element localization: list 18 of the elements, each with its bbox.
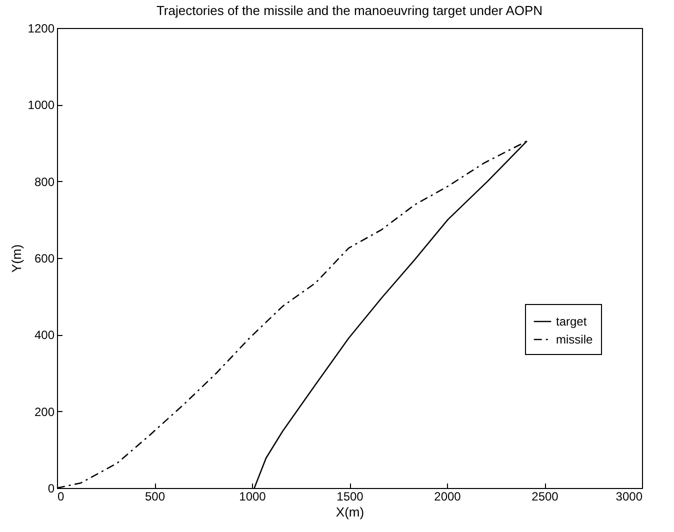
y-tick-label: 200 — [34, 404, 55, 419]
y-tick-label: 1000 — [28, 98, 55, 112]
y-tick-label: 1200 — [28, 22, 55, 36]
x-tick-label: 500 — [144, 490, 166, 504]
x-tick-label: 1500 — [336, 490, 364, 504]
x-tick-label: 1000 — [239, 490, 266, 504]
x-tick-label: 2500 — [532, 490, 559, 504]
y-tick-label: 800 — [34, 174, 55, 189]
x-tick-label: 0 — [58, 490, 64, 504]
chart-title: Trajectories of the missile and the manoeuvring target under AOPN — [156, 3, 543, 18]
legend-label: target — [556, 314, 588, 328]
y-tick-label: 400 — [34, 328, 55, 342]
y-tick-label: 600 — [34, 252, 55, 266]
x-tick-label: 2000 — [434, 490, 462, 504]
x-axis-title: X(m) — [336, 504, 364, 520]
y-axis-title: Y(m) — [8, 244, 24, 273]
x-tick-label: 3000 — [616, 490, 643, 504]
legend-label: missile — [556, 332, 593, 346]
